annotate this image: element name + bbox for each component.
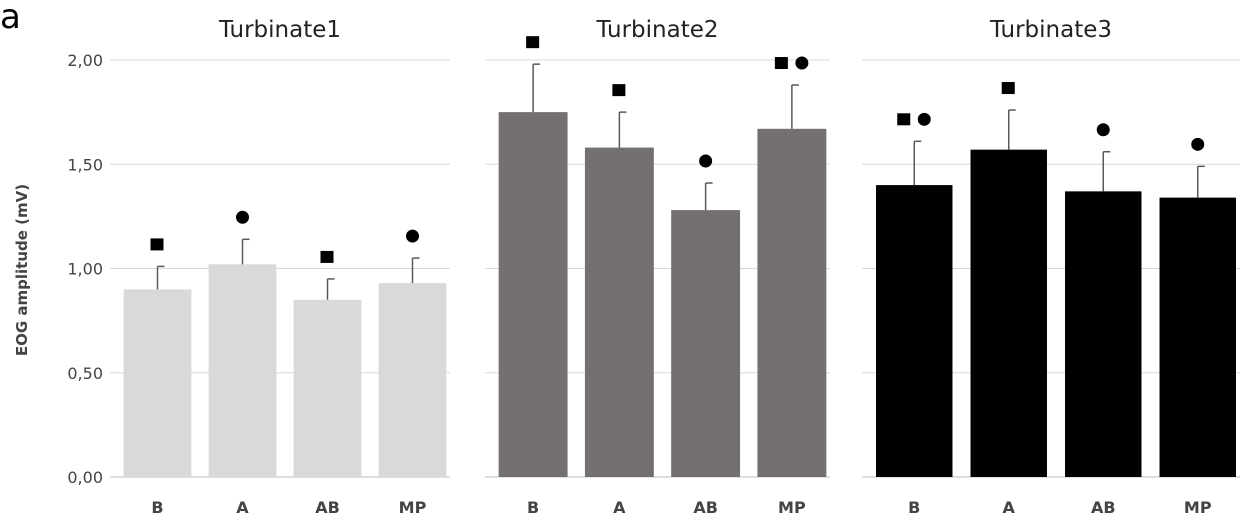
x-tick-label: A	[613, 498, 626, 517]
x-tick-label: A	[236, 498, 249, 517]
y-tick-label: 0,50	[67, 364, 103, 383]
bar-ab	[293, 299, 362, 477]
circle-marker-icon	[699, 154, 713, 168]
y-tick-label: 0,00	[67, 468, 103, 487]
circle-marker-icon	[1191, 137, 1205, 151]
x-tick-label: AB	[1091, 498, 1116, 517]
y-tick-label: 1,50	[67, 155, 103, 174]
panel-title: Turbinate3	[989, 17, 1112, 43]
panel-title: Turbinate1	[218, 17, 341, 43]
x-tick-label: B	[908, 498, 920, 517]
circle-marker-icon	[1096, 123, 1110, 137]
bar-b	[498, 112, 568, 477]
x-tick-label: B	[151, 498, 163, 517]
bar-mp	[1159, 197, 1236, 478]
bar-ab	[671, 210, 741, 477]
x-tick-label: MP	[1184, 498, 1212, 517]
bar-a	[584, 147, 654, 477]
square-marker-icon	[320, 250, 334, 263]
square-marker-icon	[774, 57, 788, 70]
x-tick-label: AB	[315, 498, 340, 517]
square-marker-icon	[612, 84, 626, 97]
x-tick-label: A	[1003, 498, 1016, 517]
panel-2: Turbinate2 B A AB MP	[485, 17, 830, 517]
square-marker-icon	[897, 113, 911, 126]
y-axis-label: EOG amplitude (mV)	[13, 184, 31, 356]
bar-ab	[1065, 191, 1142, 478]
panel-1: 0,00 0,50 1,00 1,50 2,00 Turbinate1 B A AB MP	[67, 17, 450, 517]
bar-a	[208, 264, 277, 477]
panel-3: Turbinate3 B A AB MP	[862, 17, 1240, 517]
x-tick-label: MP	[778, 498, 806, 517]
panel-title: Turbinate2	[595, 17, 718, 43]
y-tick-label: 2,00	[67, 51, 103, 70]
bar-a	[970, 149, 1047, 477]
x-tick-label: AB	[693, 498, 718, 517]
square-marker-icon	[150, 238, 164, 251]
bar-b	[876, 185, 953, 477]
circle-marker-icon	[406, 229, 419, 243]
circle-marker-icon	[917, 112, 931, 126]
bar-mp	[378, 283, 447, 477]
circle-marker-icon	[236, 210, 249, 224]
square-marker-icon	[526, 36, 540, 49]
bar-b	[123, 289, 192, 477]
x-tick-label: MP	[399, 498, 427, 517]
panel-label: a	[0, 0, 21, 37]
square-marker-icon	[1001, 82, 1015, 95]
y-tick-label: 1,00	[67, 260, 103, 279]
x-tick-label: B	[527, 498, 539, 517]
circle-marker-icon	[795, 56, 809, 70]
bar-mp	[757, 128, 827, 477]
